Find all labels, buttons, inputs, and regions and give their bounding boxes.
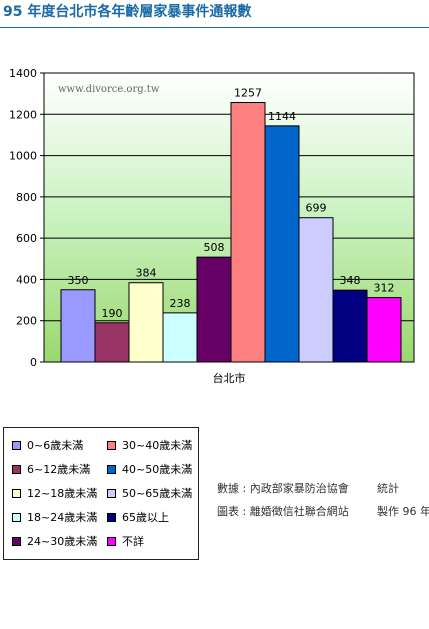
source-line-chart: 圖表 : 離婚徵信社聯合網站 製作 96 年 — [217, 499, 429, 522]
legend-swatch — [12, 536, 21, 546]
bar — [94, 322, 130, 363]
bar — [196, 256, 232, 363]
y-tick-label: 1000 — [9, 150, 37, 163]
source-label: 數據 : 內政部家暴防治協會 — [217, 481, 349, 495]
source-value: 製作 96 年 — [377, 504, 429, 518]
legend-label: 6~12歲未滿 — [27, 463, 91, 476]
legend-swatch — [12, 512, 21, 522]
legend-item: 40~50歲未滿 — [107, 459, 192, 479]
legend-item: 0~6歲未滿 — [12, 435, 83, 455]
legend-label: 18~24歲未滿 — [27, 511, 98, 524]
y-tick-label: 400 — [16, 273, 37, 286]
legend-label: 24~30歲未滿 — [27, 535, 98, 548]
y-tick-label: 1200 — [9, 108, 37, 121]
y-tick-label: 200 — [16, 315, 37, 328]
legend-swatch — [107, 488, 116, 498]
data-label: 190 — [102, 307, 123, 320]
legend-item: 30~40歲未滿 — [107, 435, 192, 455]
bar — [162, 312, 198, 363]
legend-item: 不詳 — [107, 531, 144, 551]
y-tick-label: 800 — [16, 191, 37, 204]
y-tick-label: 0 — [30, 356, 37, 369]
bar-chart: 0 200 400 600 800 1000 1200 1400 www.divorce.org… — [9, 67, 415, 385]
bar — [298, 217, 334, 363]
legend-item: 65歲以上 — [107, 507, 169, 527]
legend-swatch — [107, 512, 116, 522]
legend-label: 65歲以上 — [122, 511, 169, 524]
legend-swatch — [12, 440, 21, 450]
data-label: 508 — [204, 241, 225, 254]
x-tick-label: 台北市 — [213, 371, 246, 385]
bar — [332, 289, 368, 363]
data-label: 350 — [68, 274, 89, 287]
watermark: www.divorce.org.tw — [58, 84, 160, 95]
chart-legend: 0~6歲未滿 6~12歲未滿 12~18歲未滿 18~24歲未滿 24~30歲未滿 30~… — [3, 427, 199, 560]
legend-swatch — [107, 440, 116, 450]
source-label: 圖表 : 離婚徵信社聯合網站 — [217, 504, 349, 518]
legend-label: 50~65歲未滿 — [122, 487, 193, 500]
legend-swatch — [107, 464, 116, 474]
legend-item: 6~12歲未滿 — [12, 459, 90, 479]
legend-item: 50~65歲未滿 — [107, 483, 192, 503]
legend-item: 12~18歲未滿 — [12, 483, 97, 503]
y-tick-label: 1400 — [9, 67, 37, 80]
legend-swatch — [12, 488, 21, 498]
legend-item: 24~30歲未滿 — [12, 531, 97, 551]
source-line-data: 數據 : 內政部家暴防治協會 統計 — [217, 476, 429, 499]
bar — [128, 282, 164, 363]
data-label: 238 — [170, 297, 191, 310]
data-label: 699 — [306, 202, 327, 215]
legend-swatch — [107, 536, 116, 546]
bar — [264, 125, 300, 363]
data-label: 384 — [136, 267, 157, 280]
data-label: 1144 — [268, 110, 296, 123]
data-label: 1257 — [234, 87, 262, 100]
bar — [230, 102, 266, 363]
source-value: 統計 — [377, 481, 399, 495]
data-label: 312 — [374, 282, 395, 295]
source-credits: 數據 : 內政部家暴防治協會 統計 圖表 : 離婚徵信社聯合網站 製作 96 年 — [217, 476, 429, 522]
page-title: 95 年度台北市各年齡層家暴事件通報數 — [3, 4, 252, 20]
bar — [366, 297, 402, 363]
legend-item: 18~24歲未滿 — [12, 507, 97, 527]
data-label: 348 — [340, 274, 361, 287]
legend-label: 40~50歲未滿 — [122, 463, 193, 476]
legend-label: 12~18歲未滿 — [27, 487, 98, 500]
legend-label: 0~6歲未滿 — [27, 439, 84, 452]
legend-swatch — [12, 464, 21, 474]
legend-label: 30~40歲未滿 — [122, 439, 193, 452]
title-divider — [0, 27, 429, 28]
legend-label: 不詳 — [122, 535, 144, 548]
bar — [60, 289, 96, 363]
y-tick-label: 600 — [16, 232, 37, 245]
